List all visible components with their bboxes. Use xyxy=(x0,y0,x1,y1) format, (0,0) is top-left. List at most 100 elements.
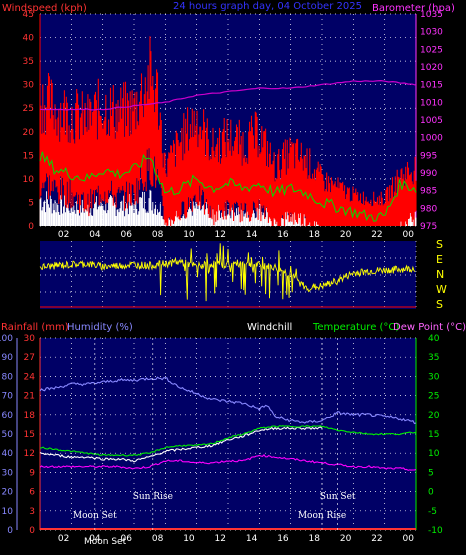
baro-tick-label: 1005 xyxy=(420,116,443,126)
date-title: 24 hours graph day, 04 October 2025 xyxy=(173,1,362,12)
wind-tick-label: 25 xyxy=(23,104,34,114)
rain-tick-label: 21 xyxy=(24,392,35,402)
wind-speed-series xyxy=(39,36,417,226)
humidity-tick-label: 40 xyxy=(2,449,14,459)
event-label: Moon Rise xyxy=(298,511,346,521)
humidity-tick-label: 0 xyxy=(7,526,13,536)
wind-tick-label: 30 xyxy=(23,81,35,91)
baro-tick-label: 1010 xyxy=(420,98,443,108)
temp-x-tick-label: 16 xyxy=(277,534,289,544)
baro-tick-label: 1030 xyxy=(420,28,443,38)
temp-tick-label: 30 xyxy=(428,372,440,382)
windchill-title: Windchill xyxy=(247,322,292,333)
rain-tick-label: 24 xyxy=(24,372,36,382)
temp-tick-label: 5 xyxy=(428,468,434,478)
wind-x-tick-label: 08 xyxy=(152,230,164,240)
humidity-tick-label: 10 xyxy=(2,507,14,517)
wind-tick-label: 10 xyxy=(23,175,35,185)
astro-events: Moon Set Sun Rise Sun Set Moon Rise xyxy=(73,338,356,530)
temp-tick-label: 10 xyxy=(428,449,440,459)
rain-tick-label: 18 xyxy=(24,411,36,421)
moon-phase-label: Moon Set xyxy=(84,537,127,547)
barometer-line xyxy=(39,79,417,111)
direction-line xyxy=(39,243,416,302)
baro-axis-right: 975 980 985 990 995 1000 1005 1010 1015 1020 1025 1… xyxy=(415,10,443,232)
wind-tick-label: 0 xyxy=(28,222,34,232)
baro-tick-label: 985 xyxy=(420,187,437,197)
direction-series xyxy=(39,243,416,308)
windchill-line xyxy=(39,426,323,463)
wind-average-line xyxy=(39,151,417,222)
wind-title: Windspeed (kph) xyxy=(2,3,87,14)
rain-tick-label: 6 xyxy=(29,488,35,498)
temp-tick-label: 40 xyxy=(428,334,440,344)
humidity-tick-label: 90 xyxy=(2,353,14,363)
rain-tick-label: 30 xyxy=(24,334,36,344)
baro-tick-label: 995 xyxy=(420,151,437,161)
baro-tick-label: 1035 xyxy=(420,10,443,20)
wind-x-tick-label: 10 xyxy=(183,230,195,240)
wind-tick-label: 40 xyxy=(23,34,35,44)
wind-x-tick-label: 20 xyxy=(340,230,352,240)
humidity-tick-label: 100 xyxy=(0,334,13,344)
baro-tick-label: 990 xyxy=(420,169,437,179)
humidity-tick-label: 80 xyxy=(2,372,14,382)
direction-axis-label: W xyxy=(436,283,447,296)
temperature-line xyxy=(39,424,417,457)
wind-x-tick-label: 22 xyxy=(371,230,382,240)
event-label: Sun Set xyxy=(320,492,356,502)
baro-tick-label: 1000 xyxy=(420,134,443,144)
humidity-tick-label: 70 xyxy=(2,392,14,402)
wind-tick-label: 15 xyxy=(23,151,34,161)
wind-tick-label: 45 xyxy=(23,10,34,20)
rain-tick-label: 15 xyxy=(24,430,35,440)
temp-x-tick-label: 02 xyxy=(58,534,69,544)
humidity-tick-label: 50 xyxy=(2,430,14,440)
baro-tick-label: 1020 xyxy=(420,63,443,73)
humidity-tick-label: 60 xyxy=(2,411,14,421)
wind-x-tick-label: 04 xyxy=(89,230,101,240)
temp-tick-label: -5 xyxy=(428,507,437,517)
event-label: Sun Rise xyxy=(133,492,173,502)
wind-x-tick-label: 14 xyxy=(246,230,258,240)
temp-x-tick-label: 04 xyxy=(89,534,101,544)
baro-tick-label: 1025 xyxy=(420,45,443,55)
direction-axis-label: S xyxy=(436,238,443,251)
wind-x-tick-label: 02 xyxy=(58,230,69,240)
direction-axis-label: N xyxy=(436,268,444,281)
wind-x-tick-label: 00 xyxy=(403,230,415,240)
rain-tick-label: 9 xyxy=(29,468,35,478)
temp-x-tick-label: 08 xyxy=(152,534,164,544)
temp-tick-label: 0 xyxy=(428,488,434,498)
wind-tick-label: 35 xyxy=(23,57,34,67)
wind-tick-label: 5 xyxy=(28,198,34,208)
humidity-tick-label: 30 xyxy=(2,468,14,478)
wind-x-axis: 02 04 06 08 10 12 14 16 18 20 22 00 xyxy=(58,230,414,240)
wind-x-tick-label: 06 xyxy=(121,230,133,240)
wind-tick-label: 20 xyxy=(23,128,35,138)
event-label: Moon Set xyxy=(73,511,117,521)
wind-x-tick-label: 12 xyxy=(215,230,226,240)
wind-x-tick-label: 18 xyxy=(309,230,321,240)
temp-tick-label: 15 xyxy=(428,430,439,440)
temp-x-tick-label: 06 xyxy=(121,534,133,544)
direction-axis-label: S xyxy=(436,298,443,311)
temperature-series xyxy=(39,376,417,530)
wind-x-tick-label: 16 xyxy=(277,230,289,240)
humidity-tick-label: 20 xyxy=(2,488,14,498)
baro-title: Barometer (hpa) xyxy=(372,3,455,14)
temperature-x-axis: 02 04 06 08 10 12 14 16 18 20 22 00 xyxy=(58,534,414,544)
rain-tick-label: 0 xyxy=(29,526,35,536)
temp-x-tick-label: 22 xyxy=(371,534,382,544)
rain-tick-label: 27 xyxy=(24,353,35,363)
humidity-title: Humidity (%) xyxy=(67,322,133,333)
temp-tick-label: 25 xyxy=(428,392,439,402)
temp-tick-label: 35 xyxy=(428,353,439,363)
rain-tick-label: 12 xyxy=(24,449,35,459)
rain-tick-label: 3 xyxy=(29,507,35,517)
temp-tick-label: 20 xyxy=(428,411,440,421)
baro-tick-label: 1015 xyxy=(420,81,443,91)
temp-x-tick-label: 18 xyxy=(309,534,321,544)
